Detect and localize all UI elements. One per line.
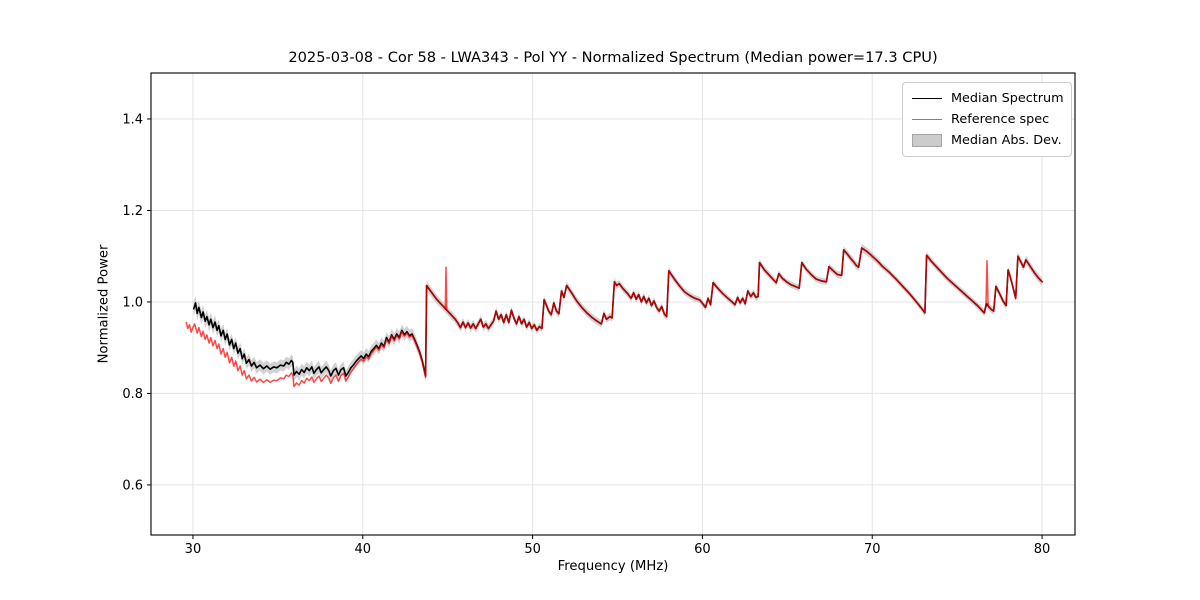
legend-label: Median Spectrum — [951, 91, 1064, 106]
mad-patch-swatch — [912, 134, 942, 147]
mad-band — [193, 243, 1043, 382]
legend-box: Median Spectrum Reference spec Median Ab… — [902, 82, 1072, 157]
y-axis-label: Normalized Power — [96, 244, 112, 364]
x-tick-label: 50 — [524, 542, 541, 557]
y-tick-label: 1.0 — [122, 295, 143, 310]
x-tick-label: 60 — [694, 542, 711, 557]
y-tick-label: 0.8 — [122, 387, 143, 402]
y-tick-label: 0.6 — [122, 478, 143, 493]
legend-label: Median Abs. Dev. — [951, 133, 1062, 148]
x-axis-label: Frequency (MHz) — [557, 559, 669, 574]
axes-frame — [150, 72, 1076, 536]
chart-title: 2025-03-08 - Cor 58 - LWA343 - Pol YY - … — [288, 49, 938, 66]
legend-item-reference-spec: Reference spec — [912, 109, 1062, 130]
x-tick-label: 40 — [354, 542, 371, 557]
median-line-swatch — [912, 98, 942, 99]
y-tick-label: 1.4 — [122, 112, 143, 127]
reference-spec-line — [185, 247, 1043, 388]
y-tick-label: 1.2 — [122, 204, 143, 219]
legend-label: Reference spec — [951, 112, 1050, 127]
x-tick-label: 30 — [185, 542, 202, 557]
x-tick-label: 80 — [1034, 542, 1051, 557]
median-spectrum-line — [193, 247, 1043, 377]
legend-item-median-abs-dev: Median Abs. Dev. — [912, 130, 1062, 151]
x-tick-label: 70 — [864, 542, 881, 557]
reference-line-swatch — [912, 119, 942, 120]
legend-item-median-spectrum: Median Spectrum — [912, 88, 1064, 109]
